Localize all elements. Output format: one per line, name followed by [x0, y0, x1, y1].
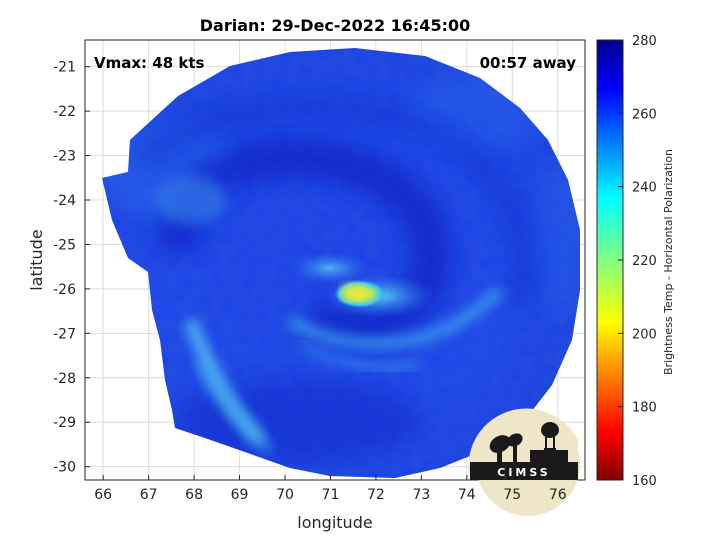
x-tick-label: 69: [231, 487, 249, 503]
x-tick-label: 67: [140, 487, 158, 503]
x-tick-label: 68: [185, 487, 203, 503]
satellite-dish-icon: [489, 433, 523, 462]
plot-area: Vmax: 48 kts 00:57 away CIMSS: [84, 39, 586, 516]
y-tick-label: -27: [53, 326, 76, 342]
colorbar-tick-label: 200: [632, 327, 657, 342]
chart-title: Darian: 29-Dec-2022 16:45:00: [200, 16, 470, 35]
colorbar-tick-label: 260: [632, 107, 657, 122]
colorbar-tick-label: 180: [632, 401, 657, 416]
y-tick-label: -30: [53, 460, 76, 476]
y-tick-label: -23: [53, 149, 76, 165]
colorbar-tick-label: 160: [632, 474, 657, 489]
plot-frame: [84, 39, 586, 481]
vmax-label: Vmax: 48 kts: [94, 54, 204, 72]
y-tick-label: -28: [53, 371, 76, 387]
x-tick-label: 71: [322, 487, 340, 503]
colorbar: 280 260 240 220 200 180 160 Brightness Temp - …: [596, 34, 675, 489]
colorbar-ticks: 280 260 240 220 200 180 160: [618, 34, 657, 489]
x-tick-label: 70: [276, 487, 294, 503]
x-tick-label: 66: [94, 487, 112, 503]
y-tick-label: -22: [53, 104, 76, 120]
colorbar-tick-label: 240: [632, 181, 657, 196]
colorbar-tick-label: 280: [632, 34, 657, 49]
x-tick-label: 74: [458, 487, 476, 503]
colorbar-label: Brightness Temp - Horizontal Polarizatio…: [662, 149, 675, 375]
x-axis-label: longitude: [297, 513, 372, 532]
y-tick-label: -25: [53, 237, 76, 253]
x-axis-ticks: 66 67 68 69 70 71 72 73 74 75 76: [94, 475, 567, 503]
y-tick-label: -29: [53, 415, 76, 431]
y-axis-label: latitude: [27, 229, 46, 290]
x-tick-label: 72: [367, 487, 385, 503]
cimss-logo: CIMSS: [468, 408, 580, 516]
y-axis-ticks: -21 -22 -23 -24 -25 -26 -27 -28 -29 -30: [53, 60, 90, 476]
x-tick-label: 76: [549, 487, 567, 503]
time-away-label: 00:57 away: [480, 54, 577, 72]
water-tower-icon: [530, 422, 568, 462]
y-tick-label: -26: [53, 282, 76, 298]
x-tick-label: 73: [412, 487, 430, 503]
logo-text: CIMSS: [497, 466, 550, 479]
x-tick-label: 75: [503, 487, 521, 503]
y-tick-label: -21: [53, 60, 76, 76]
colorbar-tick-label: 220: [632, 254, 657, 269]
brightness-temperature-swath: [102, 48, 580, 478]
y-tick-label: -24: [53, 193, 76, 209]
